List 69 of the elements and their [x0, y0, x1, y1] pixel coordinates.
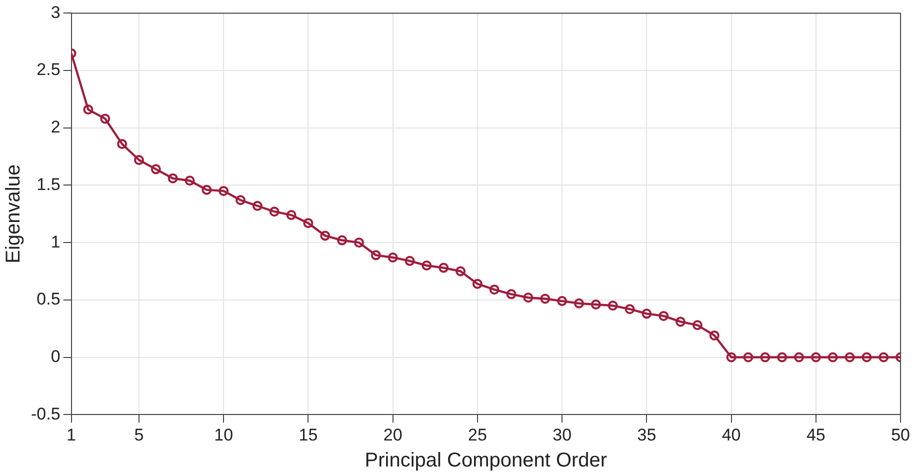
x-tick-label: 35 [637, 425, 656, 444]
point [404, 256, 415, 266]
point [624, 304, 635, 314]
point [388, 252, 398, 262]
y-tick-label: 3 [50, 2, 60, 22]
y-axis-title: Eigenvalue [2, 164, 25, 264]
y-tick-label: 0.5 [36, 290, 60, 309]
x-tick-label: 15 [298, 425, 318, 444]
point [777, 352, 788, 362]
point [117, 138, 128, 149]
y-tick-label: 1.5 [36, 174, 60, 194]
x-tick-label: 25 [468, 425, 487, 444]
x-tick-label: 20 [383, 425, 402, 444]
point [523, 292, 534, 303]
point [218, 186, 229, 196]
point [370, 250, 381, 260]
point [658, 310, 669, 321]
x-tick-label: 50 [891, 425, 910, 444]
point [692, 320, 702, 330]
x-tick-label: 40 [722, 425, 741, 444]
point [709, 330, 720, 340]
point [726, 352, 736, 362]
point [574, 298, 584, 308]
point [489, 284, 500, 295]
point [286, 210, 296, 220]
point [540, 294, 550, 304]
point [202, 184, 212, 195]
x-tick-label: 1 [66, 425, 76, 444]
point [83, 104, 94, 115]
point [438, 262, 449, 273]
point [642, 308, 652, 319]
point [269, 206, 280, 217]
y-tick-label: 2 [50, 118, 60, 137]
point [456, 266, 466, 276]
point [557, 296, 568, 306]
point [828, 352, 838, 362]
point [100, 114, 110, 124]
point [354, 238, 364, 248]
x-tick-label: 45 [806, 425, 826, 444]
point [844, 352, 855, 362]
x-tick-label: 30 [552, 425, 572, 444]
point [760, 352, 770, 362]
x-tick-label: 5 [134, 425, 144, 444]
y-tick-label: -0.5 [30, 404, 60, 424]
point [422, 260, 432, 271]
point [320, 230, 330, 241]
point [472, 278, 482, 289]
point [676, 316, 686, 327]
point [878, 352, 889, 362]
point [168, 173, 178, 184]
point [743, 352, 754, 362]
point [337, 235, 348, 246]
y-tick-label: 1 [50, 232, 60, 252]
point [303, 218, 314, 228]
point [184, 176, 195, 186]
point [590, 300, 601, 310]
point [236, 195, 246, 206]
x-axis-title: Principal Component Order [364, 450, 608, 472]
point [608, 300, 618, 311]
point [862, 352, 872, 362]
point [810, 352, 821, 362]
point [150, 164, 161, 174]
point [794, 352, 804, 362]
y-tick-label: 2.5 [36, 60, 60, 80]
point [506, 289, 516, 300]
point [134, 155, 144, 165]
x-tick-label: 10 [214, 425, 234, 444]
y-tick-label: 0 [50, 346, 60, 366]
point [252, 200, 262, 211]
